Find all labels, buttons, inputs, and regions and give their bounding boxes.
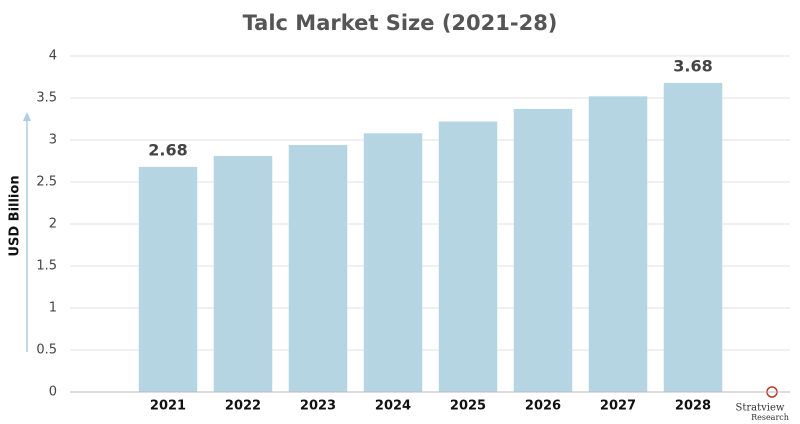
y-tick-label: 2.5 — [36, 175, 57, 190]
y-axis-label: USD Billion — [8, 175, 23, 256]
logo-name: Stratview — [736, 403, 785, 414]
bar — [513, 108, 573, 393]
x-tick-label: 2026 — [525, 399, 561, 414]
bar — [288, 145, 348, 392]
logo-subname: Research — [751, 413, 789, 422]
bar — [588, 96, 648, 392]
y-tick-label: 2 — [49, 217, 57, 232]
x-tick-label: 2024 — [375, 399, 411, 414]
bar — [663, 82, 723, 392]
x-tick-label: 2027 — [600, 399, 636, 414]
x-tick-label: 2022 — [225, 399, 261, 414]
axis-arrow-head — [23, 112, 31, 121]
y-tick-label: 3 — [49, 133, 57, 148]
x-tick-label: 2021 — [150, 399, 186, 414]
y-tick-label: 1 — [49, 301, 57, 316]
x-tick-label: 2025 — [450, 399, 486, 414]
data-label: 2.68 — [148, 140, 187, 159]
y-tick-label: 1.5 — [36, 259, 57, 274]
y-tick-label: 0 — [49, 385, 57, 400]
bar — [363, 133, 423, 392]
bar — [138, 166, 198, 392]
y-tick-label: 4 — [49, 49, 57, 64]
y-tick-label: 3.5 — [36, 91, 57, 106]
x-tick-label: 2028 — [675, 399, 711, 414]
chart-title: Talc Market Size (2021-28) — [243, 11, 558, 35]
data-label: 3.68 — [673, 56, 712, 75]
x-tick-label: 2023 — [300, 399, 336, 414]
y-tick-label: 0.5 — [36, 343, 57, 358]
bar — [438, 121, 498, 393]
bar — [213, 155, 273, 392]
